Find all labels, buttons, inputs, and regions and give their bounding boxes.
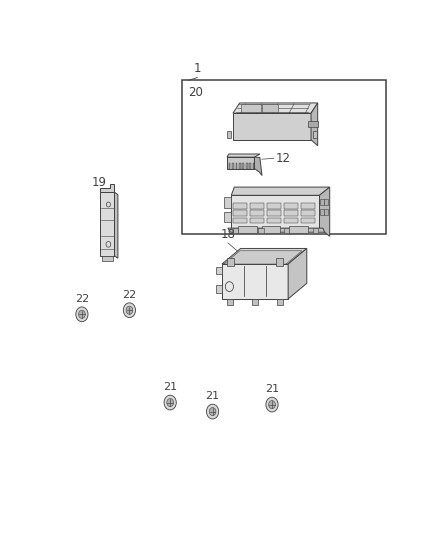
Bar (241, 104, 261, 112)
Bar (276, 258, 283, 266)
Bar (250, 211, 265, 216)
Bar (233, 211, 247, 216)
Bar (236, 163, 237, 168)
Bar (289, 227, 307, 233)
Bar (284, 211, 298, 216)
Bar (324, 209, 328, 215)
Bar (182, 80, 386, 235)
Polygon shape (227, 154, 260, 157)
Circle shape (124, 303, 135, 318)
Circle shape (78, 310, 85, 318)
Bar (242, 163, 244, 168)
Polygon shape (313, 131, 317, 138)
Text: 12: 12 (276, 152, 290, 165)
Circle shape (209, 408, 216, 416)
Circle shape (167, 399, 173, 407)
Circle shape (126, 306, 133, 314)
Text: 22: 22 (122, 290, 137, 300)
Text: 21: 21 (163, 382, 177, 392)
Bar (301, 217, 315, 223)
Bar (250, 203, 265, 209)
Bar (267, 203, 281, 209)
Polygon shape (222, 264, 288, 299)
Bar (233, 228, 238, 233)
Polygon shape (216, 267, 222, 274)
Polygon shape (216, 285, 222, 293)
Text: 18: 18 (220, 228, 235, 241)
Text: 22: 22 (75, 294, 89, 304)
Bar (239, 163, 241, 168)
Bar (320, 199, 324, 205)
Circle shape (76, 307, 88, 322)
Polygon shape (114, 192, 118, 259)
Bar (233, 203, 247, 209)
Polygon shape (100, 184, 114, 192)
Bar (233, 217, 247, 223)
Polygon shape (224, 212, 231, 222)
Bar (229, 163, 230, 168)
Polygon shape (311, 103, 318, 146)
Bar (232, 163, 234, 168)
Polygon shape (227, 299, 233, 305)
Bar (267, 211, 281, 216)
Polygon shape (227, 131, 231, 138)
Bar (284, 203, 298, 209)
Polygon shape (307, 121, 318, 126)
Polygon shape (228, 228, 325, 232)
Polygon shape (233, 113, 311, 140)
Bar (301, 211, 315, 216)
Bar (284, 228, 289, 233)
Bar (262, 227, 280, 233)
Polygon shape (231, 195, 320, 228)
Bar (313, 228, 318, 233)
Bar (324, 199, 328, 205)
Polygon shape (224, 251, 302, 264)
Polygon shape (100, 192, 114, 256)
Circle shape (164, 395, 176, 410)
Bar (249, 163, 251, 168)
Polygon shape (254, 157, 262, 175)
Bar (262, 104, 278, 112)
Circle shape (206, 404, 219, 419)
Text: 19: 19 (92, 176, 106, 189)
Bar (301, 203, 315, 209)
Bar (320, 209, 324, 215)
Bar (250, 217, 265, 223)
Polygon shape (231, 187, 330, 195)
Bar (246, 163, 247, 168)
Circle shape (268, 400, 276, 409)
Bar (267, 217, 281, 223)
Polygon shape (320, 187, 330, 236)
Polygon shape (252, 299, 258, 305)
Text: 21: 21 (205, 391, 219, 401)
Bar (227, 258, 234, 266)
Text: 20: 20 (188, 86, 203, 99)
Polygon shape (227, 157, 254, 168)
Polygon shape (224, 197, 231, 207)
Circle shape (266, 397, 278, 412)
Bar (258, 228, 264, 233)
Bar (253, 163, 254, 168)
Bar (284, 217, 298, 223)
Bar (238, 227, 257, 233)
Polygon shape (233, 103, 318, 113)
Polygon shape (288, 248, 307, 299)
Polygon shape (276, 299, 283, 305)
Text: 21: 21 (265, 384, 279, 394)
Polygon shape (222, 248, 307, 264)
Polygon shape (102, 256, 113, 261)
Text: 1: 1 (194, 62, 201, 76)
